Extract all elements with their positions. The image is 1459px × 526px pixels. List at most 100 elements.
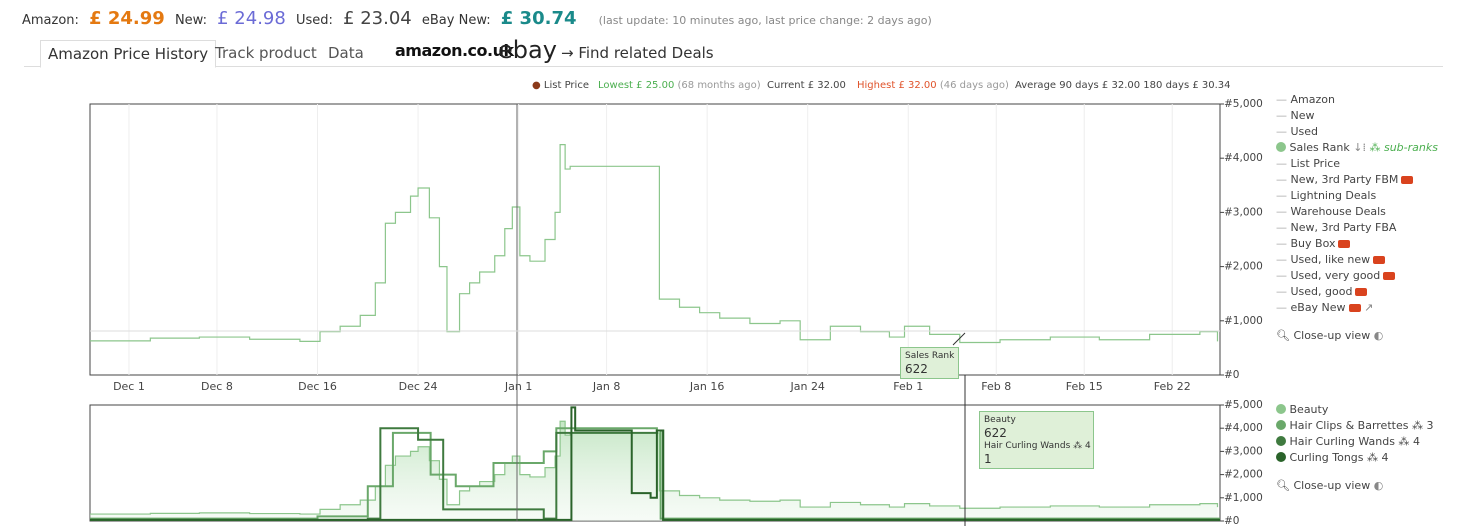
legend-item[interactable]: — eBay New ↗ — [1276, 301, 1374, 314]
x-tick-label: Feb 8 — [981, 380, 1011, 393]
price: £ 30.74 — [500, 8, 577, 29]
label: Amazon: — [22, 13, 79, 28]
legend-item[interactable]: — Used — [1276, 125, 1319, 138]
series-line — [90, 420, 1219, 515]
tooltip-title: Sales Rank — [905, 351, 955, 361]
legend-item[interactable]: — Used, very good — [1276, 269, 1396, 282]
y-tick-label: #5,000 — [1224, 98, 1263, 110]
x-tick-label: Jan 1 — [504, 380, 532, 393]
truck-icon — [1373, 256, 1386, 264]
tab-rule — [24, 66, 1443, 67]
legend-label: New — [1290, 109, 1315, 122]
legend-item[interactable]: — Buy Box — [1276, 237, 1351, 250]
x-tick-label: Dec 1 — [113, 380, 145, 393]
stat: ● List Price — [532, 80, 589, 91]
label: Used: — [295, 13, 333, 28]
y-tick-label: #3,000 — [1224, 445, 1263, 457]
tooltip-value: 622 — [984, 426, 1007, 440]
header: Amazon: £ 24.99 New: £ 24.98 Used: £ 23.… — [22, 8, 932, 29]
legend-label: Buy Box — [1290, 237, 1336, 250]
series-line — [90, 144, 1219, 344]
legend-label: List Price — [1290, 157, 1341, 170]
legend-label: Amazon — [1290, 93, 1335, 106]
legend-label: Beauty — [1289, 403, 1329, 416]
legend-item[interactable]: Hair Clips & Barrettes ⁂ 3 — [1276, 419, 1433, 432]
legend-item[interactable]: Curling Tongs ⁂ 4 — [1276, 451, 1389, 464]
y-tick-label: #5,000 — [1224, 399, 1263, 411]
legend-label: Used, very good — [1290, 269, 1381, 282]
tooltip-sub-title: Hair Curling Wands — [984, 441, 1071, 451]
sub-ranks[interactable]: sub-ranks — [1383, 141, 1438, 154]
legend-item[interactable]: Hair Curling Wands ⁂ 4 — [1276, 435, 1420, 448]
legend-label: Hair Curling Wands — [1289, 435, 1395, 448]
y-tick-label: #1,000 — [1224, 315, 1263, 327]
tab[interactable]: Amazon Price History — [40, 40, 217, 68]
legend-label: Sales Rank — [1289, 141, 1350, 154]
x-tick-label: Dec 16 — [298, 380, 337, 393]
stat-text: Average 90 days £ 32.00 — [1015, 80, 1141, 91]
tooltip-value: 622 — [905, 362, 928, 376]
legend-label: Warehouse Deals — [1290, 205, 1386, 218]
legend-item[interactable]: — Lightning Deals — [1276, 189, 1377, 202]
y-tick-label: #2,000 — [1224, 261, 1263, 273]
legend-item[interactable]: — Warehouse Deals — [1276, 205, 1386, 218]
x-tick-label: Feb 22 — [1154, 380, 1191, 393]
truck-icon — [1401, 176, 1414, 184]
amazon-logo[interactable]: amazon.co.uk — [395, 41, 514, 60]
x-tick-label: Jan 16 — [689, 380, 724, 393]
tooltip: Sales Rank 622 — [900, 347, 960, 379]
stat-text: (68 months ago) — [677, 80, 761, 91]
deals-link[interactable]: → Find related Deals — [561, 44, 714, 62]
tooltip-sub: Hair Curling Wands ⁂ 4 — [984, 441, 1091, 451]
stat-text: Current £ 32.00 — [767, 80, 846, 91]
y-tick-label: #4,000 — [1224, 152, 1263, 164]
legend-label: Curling Tongs — [1289, 451, 1364, 464]
x-tick-label: Feb 1 — [893, 380, 923, 393]
stat-text: Highest £ 32.00 — [857, 80, 937, 91]
tooltip-sub-value: 1 — [984, 452, 992, 466]
legend-label: Lightning Deals — [1290, 189, 1377, 202]
price: £ 24.98 — [217, 8, 286, 29]
truck-icon — [1355, 288, 1368, 296]
legend-item[interactable]: — Amazon — [1276, 93, 1335, 106]
cursor — [952, 332, 966, 346]
legend-item[interactable]: — New, 3rd Party FBA — [1276, 221, 1397, 234]
x-tick-label: Dec 8 — [201, 380, 233, 393]
stat: Lowest £ 25.00 (68 months ago) — [598, 80, 761, 91]
price: £ 23.04 — [343, 8, 412, 29]
truck-icon — [1348, 304, 1361, 312]
legend-item[interactable]: Sales Rank ↓⁞ ⁂ sub-ranks — [1276, 141, 1438, 154]
y-tick-label: #1,000 — [1224, 492, 1263, 504]
tab[interactable]: Data — [328, 44, 364, 62]
series-line — [90, 406, 1220, 521]
tab[interactable]: Track product — [215, 44, 317, 62]
label: New: — [174, 13, 207, 28]
series-area — [90, 421, 1218, 521]
legend-item[interactable]: — New — [1276, 109, 1315, 122]
update-note: (last update: 10 minutes ago, last price… — [598, 14, 932, 27]
close-up-toggle[interactable]: 🔍︎ Close-up view ◐ — [1276, 329, 1384, 342]
legend-item[interactable]: — List Price — [1276, 157, 1341, 170]
close-up[interactable]: Close-up view — [1293, 329, 1371, 342]
close-up-toggle[interactable]: 🔍︎ Close-up view ◐ — [1276, 479, 1384, 492]
y-tick-label: #0 — [1224, 369, 1239, 381]
tooltip-title: Beauty — [984, 415, 1016, 425]
x-tick-label: Jan 24 — [789, 380, 824, 393]
truck-icon — [1383, 272, 1396, 280]
legend-item[interactable]: Beauty — [1276, 403, 1328, 416]
legend-label: Hair Clips & Barrettes — [1289, 419, 1409, 432]
legend-label: eBay New — [1290, 301, 1346, 314]
y-tick-label: #0 — [1224, 515, 1239, 526]
legend-item[interactable]: — Used, good — [1276, 285, 1368, 298]
legend-item[interactable]: — Used, like new — [1276, 253, 1386, 266]
x-tick-label: Jan 8 — [592, 380, 620, 393]
legend-item[interactable]: — New, 3rd Party FBM — [1276, 173, 1414, 186]
legend-label: New, 3rd Party FBA — [1290, 221, 1397, 234]
stat-text: 180 days £ 30.34 — [1143, 80, 1231, 91]
ebay-logo[interactable]: ebay — [498, 36, 557, 64]
close-up[interactable]: Close-up view — [1293, 479, 1371, 492]
plot-frame — [89, 103, 1221, 376]
legend-label: Used, good — [1290, 285, 1353, 298]
stat-text: Lowest £ 25.00 — [598, 80, 675, 91]
